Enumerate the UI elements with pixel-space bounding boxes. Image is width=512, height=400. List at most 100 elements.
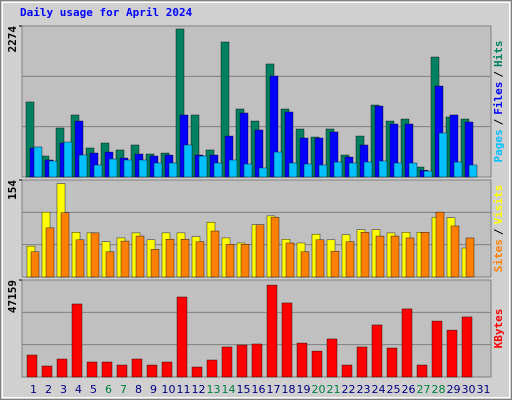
bar [315,239,325,278]
bar [416,364,428,378]
bar [63,141,73,178]
bar [446,329,458,378]
bar [461,316,473,378]
bar [300,251,310,278]
bar [243,163,253,178]
bar [270,216,280,278]
bar [131,358,143,378]
bar [326,338,338,378]
bar [465,237,475,278]
bar [281,302,293,378]
bar [86,361,98,378]
bar [288,162,298,178]
legend-entry: Sites [492,239,505,272]
bar [386,347,398,378]
bar [405,237,415,278]
x-tick-label: 1 [30,383,37,396]
x-tick-label: 10 [162,383,176,396]
bar [116,364,128,378]
bar [75,239,85,278]
y-tick-label: 2274 [6,26,19,53]
bar [378,160,388,178]
x-tick-label: 23 [357,383,371,396]
bar [123,159,133,178]
bar [225,244,235,278]
bar [48,160,58,178]
bar [105,251,115,278]
legend-entry: KBytes [492,309,505,349]
bar [93,164,103,178]
bar [240,244,250,278]
bar [401,308,413,378]
bar [360,232,370,278]
bar [120,240,130,278]
bar [161,361,173,378]
x-tick-label: 26 [402,383,416,396]
bar [330,250,340,278]
bar [153,162,163,178]
x-tick-label: 17 [267,383,281,396]
bar [195,241,205,278]
bar [468,164,478,178]
x-tick-label: 24 [372,383,386,396]
x-tick-label: 15 [237,383,251,396]
y-tick-label: 47159 [6,280,19,313]
bar [285,242,295,278]
bar [165,239,175,278]
bar [438,132,448,178]
legend: Pages / Files / Hits [492,41,505,163]
x-tick-label: 30 [462,383,476,396]
x-tick-label: 27 [417,383,431,396]
x-tick-label: 12 [192,383,206,396]
x-tick-label: 21 [327,383,341,396]
x-tick-label: 4 [75,383,82,396]
bar [108,158,118,178]
bar [180,239,190,278]
bar [60,212,70,278]
bar [375,235,385,278]
bar [251,343,263,378]
bar [26,354,38,378]
bar [176,296,188,378]
x-tick-label: 22 [342,383,356,396]
legend-entry: Visits [492,185,505,225]
bar [168,162,178,178]
bar [450,225,460,278]
x-tick-label: 5 [90,383,97,396]
legend-entry: Hits [492,41,505,68]
bar [341,364,353,378]
x-tick-label: 25 [387,383,401,396]
legend-separator: / [492,118,505,125]
y-tick-label: 154 [6,180,19,200]
legend: KBytes [492,309,505,349]
bar [255,224,265,278]
bar [135,235,145,278]
bar [210,230,220,278]
bar [296,342,308,378]
bar [453,161,463,178]
x-tick-label: 2 [45,383,52,396]
legend-separator: / [492,71,505,78]
bar [41,365,53,378]
bar [78,154,88,178]
bar [213,162,223,178]
x-tick-label: 6 [105,383,112,396]
legend-entry: Files [492,82,505,115]
bar [311,350,323,378]
x-tick-label: 16 [252,383,266,396]
x-tick-label: 9 [150,383,157,396]
x-tick-label: 7 [120,383,127,396]
bar [258,167,268,178]
bar [408,162,418,178]
bar [71,303,83,378]
bar [206,359,218,378]
bar [33,146,43,178]
x-tick-label: 28 [432,383,446,396]
x-tick-label: 18 [282,383,296,396]
bar [348,162,358,178]
x-tick-label: 19 [297,383,311,396]
bar [228,159,238,178]
bar [56,358,68,378]
bar [431,320,443,378]
